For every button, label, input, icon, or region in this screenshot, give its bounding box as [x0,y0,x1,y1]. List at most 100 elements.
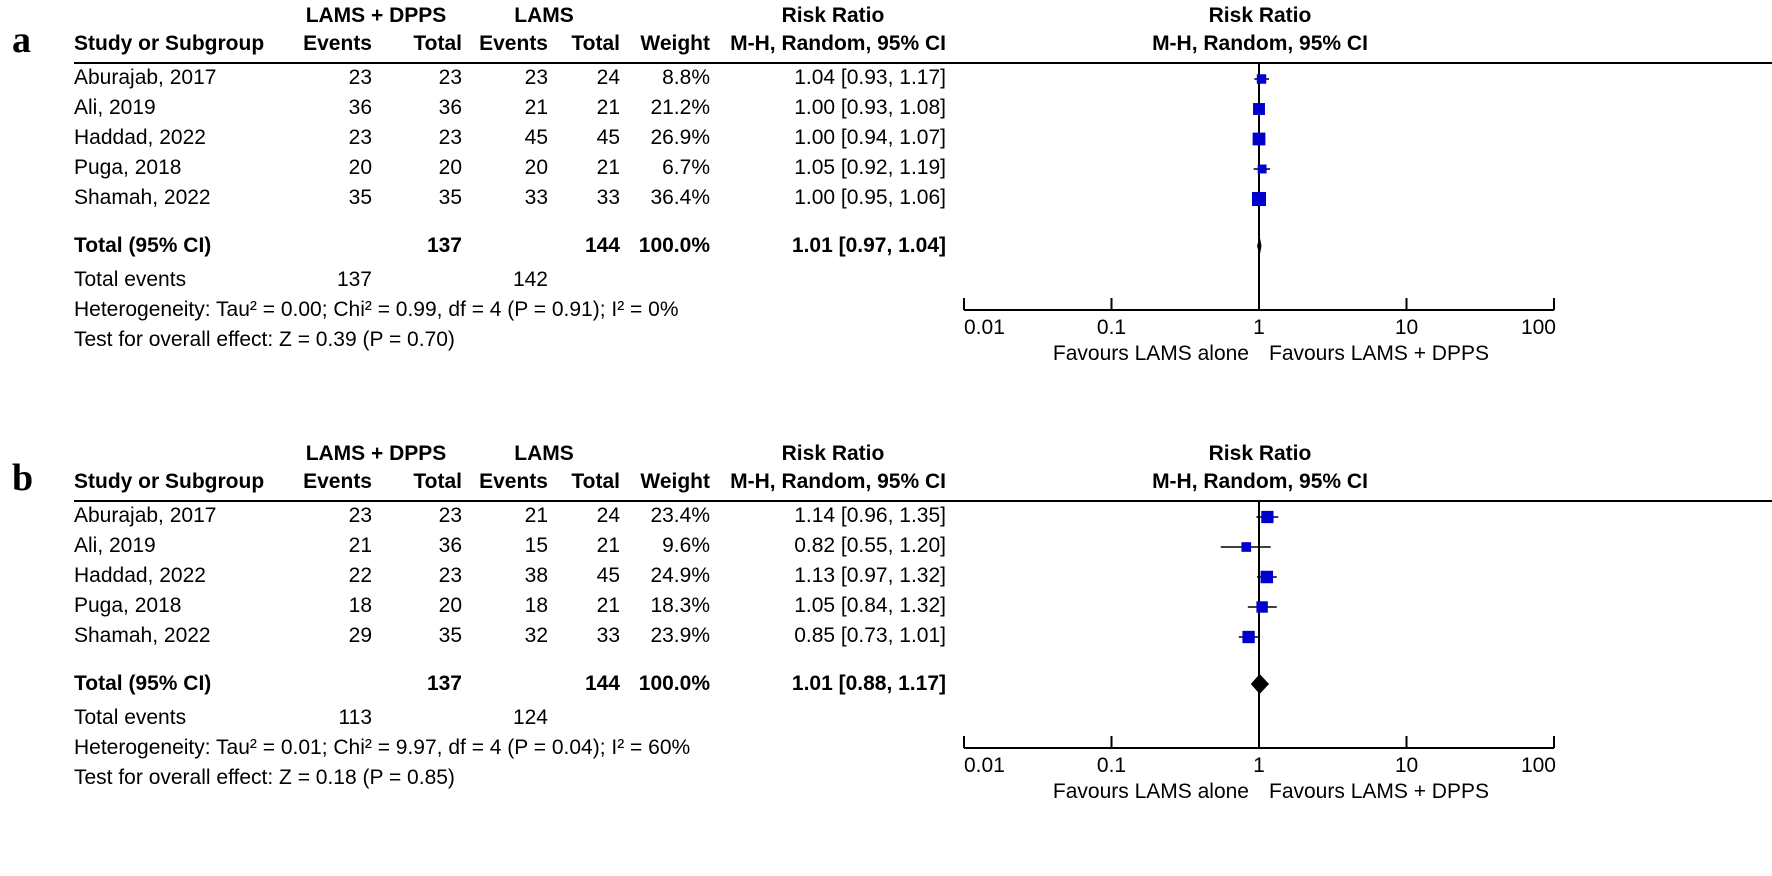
x-axis-tick-label: 10 [1395,754,1418,777]
total-events-label: Total events [74,706,187,729]
weight: 36.4% [650,186,710,209]
total-events-ctl: 124 [512,706,548,729]
ci-text: 1.05 [0.84, 1.32] [794,594,946,617]
total-label: Total (95% CI) [74,234,212,257]
forest-panel-b: b LAMS + DPPS LAMS Risk Ratio Risk Ratio… [0,438,1772,876]
x-axis-tick-label: 100 [1521,754,1556,777]
risk-ratio-header-left: Risk Ratio [781,442,885,465]
ctl-total: 21 [596,156,620,179]
ctl-total: 45 [596,564,620,587]
study-effect-box [1261,510,1274,524]
exp-events: 23 [348,126,372,149]
exp-events: 36 [348,96,372,119]
exp-total: 23 [438,504,462,527]
ci-text: 1.00 [0.95, 1.06] [794,186,946,209]
overall-effect-text: Test for overall effect: Z = 0.18 (P = 0… [74,766,455,789]
study-effect-box [1241,542,1252,552]
total-exp-total: 137 [426,672,462,695]
ctl-events: 18 [524,594,548,617]
study-effect-box [1252,132,1266,146]
weight: 21.2% [650,96,710,119]
heterogeneity-text: Heterogeneity: Tau² = 0.00; Chi² = 0.99,… [74,298,679,321]
favours-left-label: Favours LAMS alone [1053,342,1249,365]
total-label: Total (95% CI) [74,672,212,695]
weight-column-header: Weight [640,470,710,493]
exp-total: 36 [438,96,462,119]
ctl-total: 21 [596,594,620,617]
study-effect-box [1256,74,1267,84]
method-column-header-right: M-H, Random, 95% CI [1152,32,1368,55]
weight: 8.8% [662,66,710,89]
study-effect-box [1242,630,1255,644]
exp-total: 23 [438,564,462,587]
weight: 26.9% [650,126,710,149]
total-ctl-total: 144 [584,234,620,257]
x-axis-tick-label: 0.01 [964,316,1005,339]
total-events-ctl: 142 [512,268,548,291]
ctl-events: 15 [524,534,548,557]
exp-events: 23 [348,504,372,527]
ctl-events: 45 [524,126,548,149]
exp-total: 20 [438,156,462,179]
exp-events: 18 [348,594,372,617]
ctl-total: 21 [596,96,620,119]
ctl-total: 24 [596,66,620,89]
method-column-header-left: M-H, Random, 95% CI [730,32,946,55]
x-axis-tick-label: 1 [1253,316,1265,339]
weight: 18.3% [650,594,710,617]
exp-events: 21 [348,534,372,557]
experimental-group-header: LAMS + DPPS [305,442,447,465]
total-events-exp: 113 [338,706,372,729]
total-weight: 100.0% [638,234,710,257]
study-effect-box [1253,103,1265,115]
study-name: Aburajab, 2017 [74,66,217,89]
total-ci-text: 1.01 [0.88, 1.17] [791,672,946,695]
exp-total: 36 [438,534,462,557]
ctl-total-column-header: Total [571,470,620,493]
ctl-events: 32 [524,624,548,647]
study-column-header: Study or Subgroup [74,32,265,55]
study-name: Shamah, 2022 [74,186,211,209]
x-axis-tick-label: 0.1 [1097,754,1126,777]
overall-effect-text: Test for overall effect: Z = 0.39 (P = 0… [74,328,455,351]
pooled-effect-diamond [1257,236,1262,256]
exp-events: 22 [348,564,372,587]
x-axis-tick-label: 0.1 [1097,316,1126,339]
favours-left-label: Favours LAMS alone [1053,780,1249,803]
study-name: Puga, 2018 [74,156,182,179]
exp-total: 20 [438,594,462,617]
weight: 9.6% [662,534,710,557]
ci-text: 1.13 [0.97, 1.32] [794,564,946,587]
study-effect-box [1251,191,1267,207]
method-column-header-right: M-H, Random, 95% CI [1152,470,1368,493]
study-effect-box [1256,601,1268,613]
exp-total-column-header: Total [413,32,462,55]
exp-total: 23 [438,126,462,149]
risk-ratio-header-left: Risk Ratio [781,4,885,27]
ci-text: 0.85 [0.73, 1.01] [794,624,946,647]
x-axis-tick-label: 10 [1395,316,1418,339]
study-name: Shamah, 2022 [74,624,211,647]
weight: 6.7% [662,156,710,179]
ci-text: 1.00 [0.94, 1.07] [794,126,946,149]
weight: 24.9% [650,564,710,587]
forest-panel-a: a LAMS + DPPS LAMS Risk Ratio Risk Ratio… [12,4,1772,365]
ctl-total: 24 [596,504,620,527]
exp-total: 23 [438,66,462,89]
weight: 23.9% [650,624,710,647]
risk-ratio-header-right: Risk Ratio [1208,442,1312,465]
control-group-header: LAMS [514,442,574,465]
ctl-events: 21 [524,96,548,119]
ctl-total: 33 [596,186,620,209]
ctl-events: 33 [524,186,548,209]
panel-letter: a [12,19,31,61]
ci-text: 1.05 [0.92, 1.19] [794,156,946,179]
ctl-total: 45 [596,126,620,149]
weight: 23.4% [650,504,710,527]
study-name: Ali, 2019 [74,96,156,119]
ctl-events-column-header: Events [479,32,548,55]
ctl-events: 38 [524,564,548,587]
exp-events: 35 [348,186,372,209]
risk-ratio-header-right: Risk Ratio [1208,4,1312,27]
weight-column-header: Weight [640,32,710,55]
